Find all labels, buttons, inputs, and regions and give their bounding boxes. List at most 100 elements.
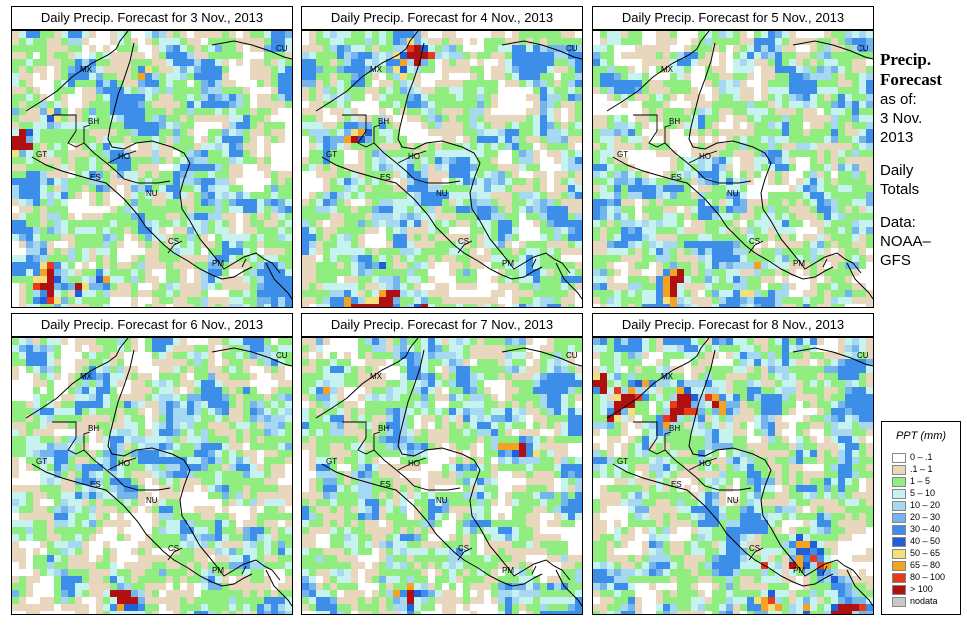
country-label-bh: BH: [88, 117, 99, 126]
precip-cell: [824, 241, 831, 248]
precip-cell: [859, 262, 866, 269]
precip-cell: [796, 129, 803, 136]
precip-cell: [358, 227, 365, 234]
precip-cell: [337, 255, 344, 262]
precip-cell: [505, 136, 512, 143]
precip-cell: [547, 297, 554, 304]
precip-cell: [250, 178, 257, 185]
precip-cell: [505, 227, 512, 234]
precip-cell: [642, 66, 649, 73]
precip-cell: [593, 276, 600, 283]
precip-cell: [201, 129, 208, 136]
precip-cell: [89, 101, 96, 108]
precip-cell: [393, 122, 400, 129]
precip-cell: [386, 66, 393, 73]
precip-cell: [421, 178, 428, 185]
precip-cell: [705, 45, 712, 52]
precip-cell: [803, 213, 810, 220]
precip-cell: [19, 185, 26, 192]
precip-cell: [54, 248, 61, 255]
precip-cell: [526, 66, 533, 73]
precip-cell: [166, 220, 173, 227]
precip-cell: [40, 59, 47, 66]
precip-cell: [40, 255, 47, 262]
precip-cell: [187, 199, 194, 206]
precip-cell: [789, 276, 796, 283]
precip-cell: [358, 94, 365, 101]
precip-cell: [117, 269, 124, 276]
precip-cell: [600, 73, 607, 80]
precip-cell: [138, 94, 145, 101]
precip-cell: [187, 352, 194, 359]
precip-cell: [614, 94, 621, 101]
precip-cell: [649, 206, 656, 213]
precip-cell: [789, 80, 796, 87]
precip-cell: [435, 38, 442, 45]
precip-cell: [351, 108, 358, 115]
precip-cell: [656, 276, 663, 283]
precip-cell: [505, 59, 512, 66]
country-label-cs: CS: [749, 237, 760, 246]
precip-cell: [124, 213, 131, 220]
precip-cell: [554, 255, 561, 262]
precip-cell: [824, 304, 831, 307]
precip-cell: [575, 38, 582, 45]
precip-cell: [740, 290, 747, 297]
precip-cell: [40, 80, 47, 87]
precip-cell: [810, 136, 817, 143]
precip-cell: [775, 269, 782, 276]
precip-cell: [719, 213, 726, 220]
precip-cell: [649, 290, 656, 297]
precip-cell: [628, 213, 635, 220]
precip-cell: [26, 345, 33, 352]
precip-cell: [131, 227, 138, 234]
precip-cell: [103, 220, 110, 227]
precip-cell: [145, 352, 152, 359]
precip-cell: [761, 136, 768, 143]
precip-cell: [145, 234, 152, 241]
precip-cell: [26, 255, 33, 262]
precip-cell: [803, 129, 810, 136]
precip-cell: [428, 185, 435, 192]
precip-cell: [54, 157, 61, 164]
precip-cell: [358, 297, 365, 304]
precip-cell: [26, 248, 33, 255]
precip-cell: [649, 94, 656, 101]
precip-cell: [110, 73, 117, 80]
precip-cell: [726, 108, 733, 115]
precip-cell: [635, 248, 642, 255]
precip-cell: [26, 94, 33, 101]
precip-cell: [40, 164, 47, 171]
precip-cell: [187, 122, 194, 129]
precip-cell: [754, 213, 761, 220]
precip-cell: [663, 283, 670, 290]
precip-cell: [316, 164, 323, 171]
precip-cell: [285, 157, 292, 164]
precip-cell: [484, 59, 491, 66]
precip-cell: [810, 59, 817, 66]
precip-cell: [824, 136, 831, 143]
precip-cell: [803, 206, 810, 213]
precip-cell: [810, 129, 817, 136]
precip-cell: [89, 115, 96, 122]
precip-cell: [236, 192, 243, 199]
precip-cell: [428, 143, 435, 150]
precip-cell: [278, 220, 285, 227]
precip-cell: [684, 206, 691, 213]
precip-cell: [250, 157, 257, 164]
precip-cell: [421, 199, 428, 206]
precip-cell: [719, 297, 726, 304]
precip-cell: [852, 136, 859, 143]
precip-cell: [159, 283, 166, 290]
precip-cell: [68, 290, 75, 297]
precip-cell: [519, 122, 526, 129]
precip-cell: [600, 227, 607, 234]
precip-cell: [96, 241, 103, 248]
precip-cell: [379, 171, 386, 178]
precip-cell: [187, 213, 194, 220]
precip-cell: [442, 52, 449, 59]
precip-cell: [379, 129, 386, 136]
precip-cell: [257, 59, 264, 66]
precip-cell: [684, 101, 691, 108]
precip-cell: [330, 304, 337, 307]
